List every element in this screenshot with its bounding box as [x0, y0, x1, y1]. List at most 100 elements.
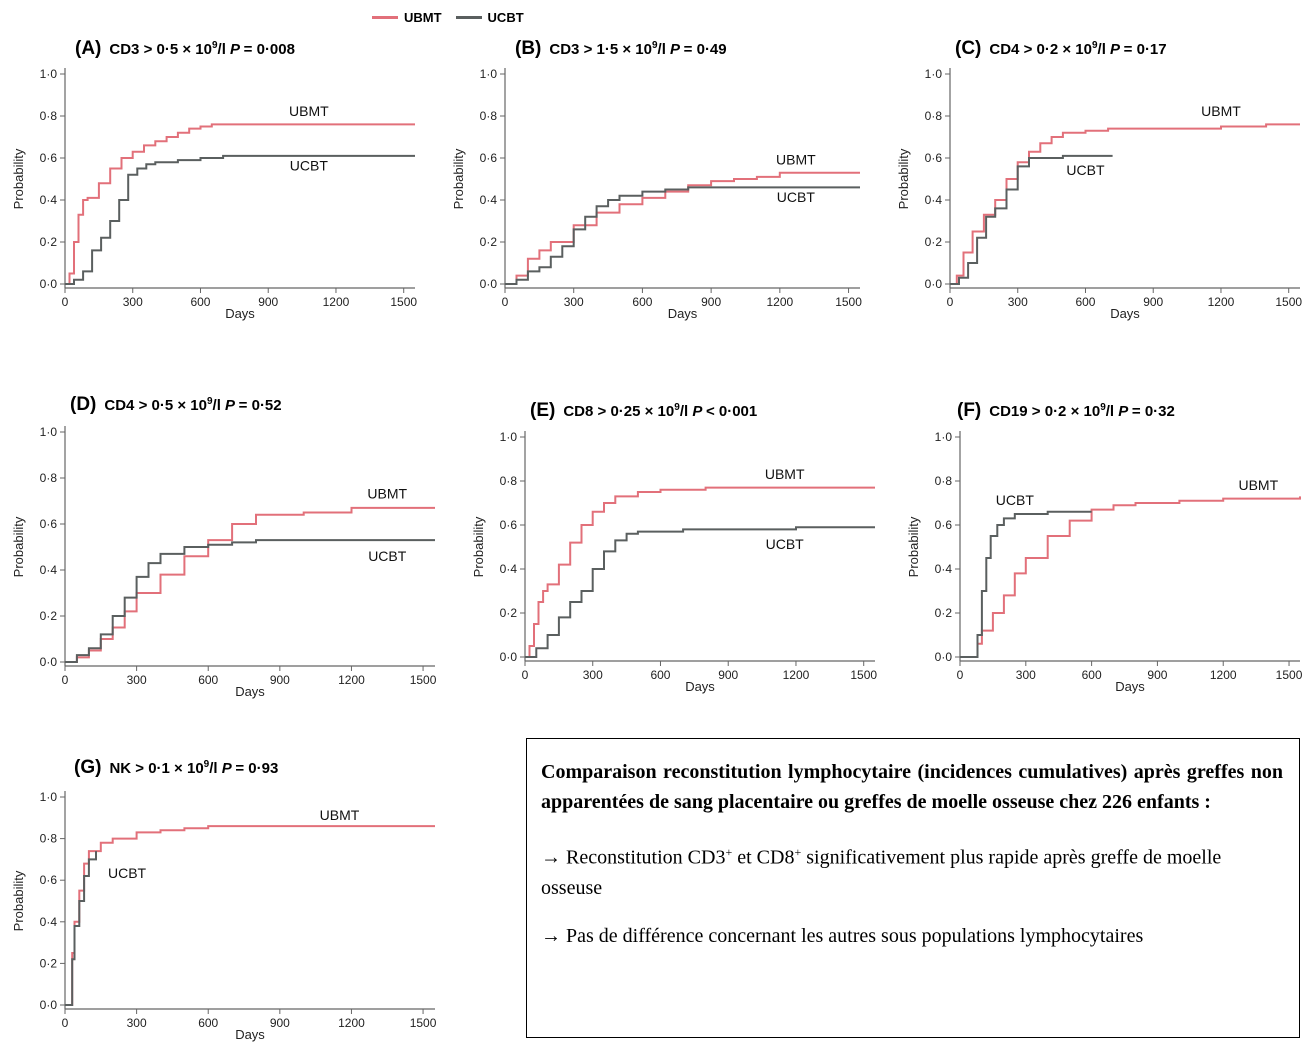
panel-title: (G) NK > 0·1 × 109/l P = 0·93	[74, 757, 278, 779]
y-tick-label: 1·0	[40, 790, 58, 804]
panel-letter: (B)	[515, 38, 542, 59]
panel-marker: CD8	[563, 403, 598, 420]
x-tick-label: 900	[258, 295, 278, 309]
y-tick-label: 0·2	[40, 609, 58, 623]
series-label-ucbt: UCBT	[766, 536, 805, 552]
y-tick-label: 1·0	[500, 430, 518, 444]
series-label-ucbt: UCBT	[290, 158, 329, 174]
x-tick-label: 0	[62, 295, 69, 309]
y-tick-label: 0·0	[935, 650, 953, 664]
y-tick-label: 0·2	[480, 235, 498, 249]
x-tick-label: 300	[583, 668, 603, 682]
point-1-sup-2: +	[794, 845, 802, 859]
y-tick-label: 0·2	[935, 606, 953, 620]
arrow-icon: →	[541, 846, 561, 869]
y-tick-label: 0·0	[500, 650, 518, 664]
series-label-ubmt: UBMT	[289, 103, 329, 119]
legend-swatch-ubmt	[372, 15, 398, 19]
y-axis-label: Probability	[11, 870, 26, 931]
x-tick-label: 900	[1147, 668, 1167, 682]
y-tick-label: 0·4	[40, 915, 58, 929]
y-axis-label: Probability	[11, 516, 26, 577]
series-line-ubmt	[960, 496, 1301, 658]
series-label-ubmt: UBMT	[320, 807, 360, 823]
panel-d: (D) CD4 > 0·5 × 109/l P = 0·52 0 300 600 900 1…	[0, 390, 450, 700]
panel-title: (C) CD4 > 0·2 × 109/l P = 0·17	[955, 38, 1167, 60]
y-axis-label: Probability	[896, 148, 911, 209]
series-label-ubmt: UBMT	[367, 486, 407, 502]
x-tick-label: 1200	[1208, 295, 1235, 309]
arrow-icon: →	[541, 924, 561, 947]
plot-svg: 0 300 600 900 1200 1500 0·0 0·2 0·4 0·6 0·8 1·0 Days…	[451, 67, 862, 321]
y-tick-label: 0·4	[480, 193, 498, 207]
y-tick-label: 0·4	[40, 193, 58, 207]
plot-svg: 0 300 600 900 1200 1500 0·0 0·2 0·4 0·6 0·8 1·0 Days…	[11, 425, 437, 699]
x-tick-label: 0	[62, 1016, 69, 1030]
y-tick-label: 0·6	[480, 151, 498, 165]
x-tick-label: 1500	[850, 668, 877, 682]
point-1-prefix: Reconstitution CD3	[566, 846, 726, 869]
plot-svg: 0 300 600 900 1200 1500 0·0 0·2 0·4 0·6 0·8 1·0 Days…	[11, 67, 417, 321]
p-label: P	[230, 41, 244, 58]
y-tick-label: 0·6	[935, 518, 953, 532]
series-line-ucbt	[65, 539, 435, 663]
x-tick-label: 0	[62, 673, 69, 687]
x-tick-label: 1500	[1275, 295, 1302, 309]
panel-exponent: 9	[674, 402, 680, 413]
panel-e: (E) CD8 > 0·25 × 109/l P < 0·001 0 300 600 90…	[460, 395, 890, 695]
x-axis-label: Days	[685, 679, 715, 694]
summary-heading: Comparaison reconstitution lymphocytaire…	[541, 761, 1283, 813]
panel-threshold: > 1·5 × 10	[583, 41, 652, 58]
x-tick-label: 600	[1075, 295, 1095, 309]
panel-threshold: > 0·2 × 10	[1023, 41, 1092, 58]
x-tick-label: 600	[198, 1016, 218, 1030]
x-tick-label: 0	[947, 295, 954, 309]
summary-textbox: Comparaison reconstitution lymphocytaire…	[526, 738, 1300, 1038]
panel-letter: (A)	[75, 38, 102, 59]
x-axis-label: Days	[1110, 306, 1140, 321]
x-tick-label: 300	[123, 295, 143, 309]
panel-exponent: 9	[211, 40, 218, 51]
x-tick-label: 1500	[390, 295, 417, 309]
y-tick-label: 0·0	[40, 655, 58, 669]
summary-point-1: → Reconstitution CD3+ et CD8+ significat…	[541, 837, 1283, 903]
series-line-ucbt	[960, 510, 1092, 658]
panel-f: (F) CD19 > 0·2 × 109/l P = 0·32 0 300 600 900…	[895, 395, 1315, 695]
x-axis-label: Days	[225, 306, 255, 321]
y-tick-label: 1·0	[925, 67, 943, 81]
x-tick-label: 600	[190, 295, 210, 309]
point-1-mid: et CD8	[732, 846, 795, 869]
series-label-ucbt: UCBT	[1066, 162, 1105, 178]
point-2-text: Pas de différence concernant les autres …	[566, 924, 1144, 947]
p-label: P	[225, 397, 239, 414]
p-label: P	[221, 760, 236, 777]
panel-title: (B) CD3 > 1·5 × 109/l P = 0·49	[515, 38, 727, 60]
y-tick-label: 1·0	[40, 425, 58, 439]
panel-exponent: 9	[651, 40, 658, 51]
panel-unit: /l	[209, 760, 222, 777]
panel-exponent: 9	[1091, 40, 1098, 51]
series-label-ubmt: UBMT	[776, 151, 816, 167]
x-tick-label: 1200	[338, 1016, 365, 1030]
panel-marker: CD4	[104, 397, 139, 414]
x-tick-label: 900	[270, 673, 290, 687]
x-tick-label: 1500	[410, 1016, 437, 1030]
panel-letter: (E)	[530, 400, 556, 421]
y-tick-label: 0·8	[40, 832, 58, 846]
x-tick-label: 300	[564, 295, 584, 309]
x-tick-label: 0	[957, 668, 964, 682]
x-tick-label: 900	[718, 668, 738, 682]
panel-unit: /l	[1097, 41, 1111, 58]
x-axis-label: Days	[668, 306, 698, 321]
panel-title: (D) CD4 > 0·5 × 109/l P = 0·52	[70, 394, 282, 416]
p-value: = 0·93	[235, 760, 279, 777]
plot-svg: 0 300 600 900 1200 1500 0·0 0·2 0·4 0·6 0·8 1·0 Days…	[906, 430, 1303, 694]
panel-marker: CD3	[549, 41, 584, 58]
series-label-ubmt: UBMT	[1201, 103, 1241, 119]
series-line-ucbt	[65, 154, 415, 285]
p-label: P	[670, 41, 684, 58]
series-label-ubmt: UBMT	[765, 466, 805, 482]
x-axis-label: Days	[235, 1027, 265, 1042]
x-tick-label: 600	[1082, 668, 1102, 682]
x-tick-label: 0	[522, 668, 529, 682]
